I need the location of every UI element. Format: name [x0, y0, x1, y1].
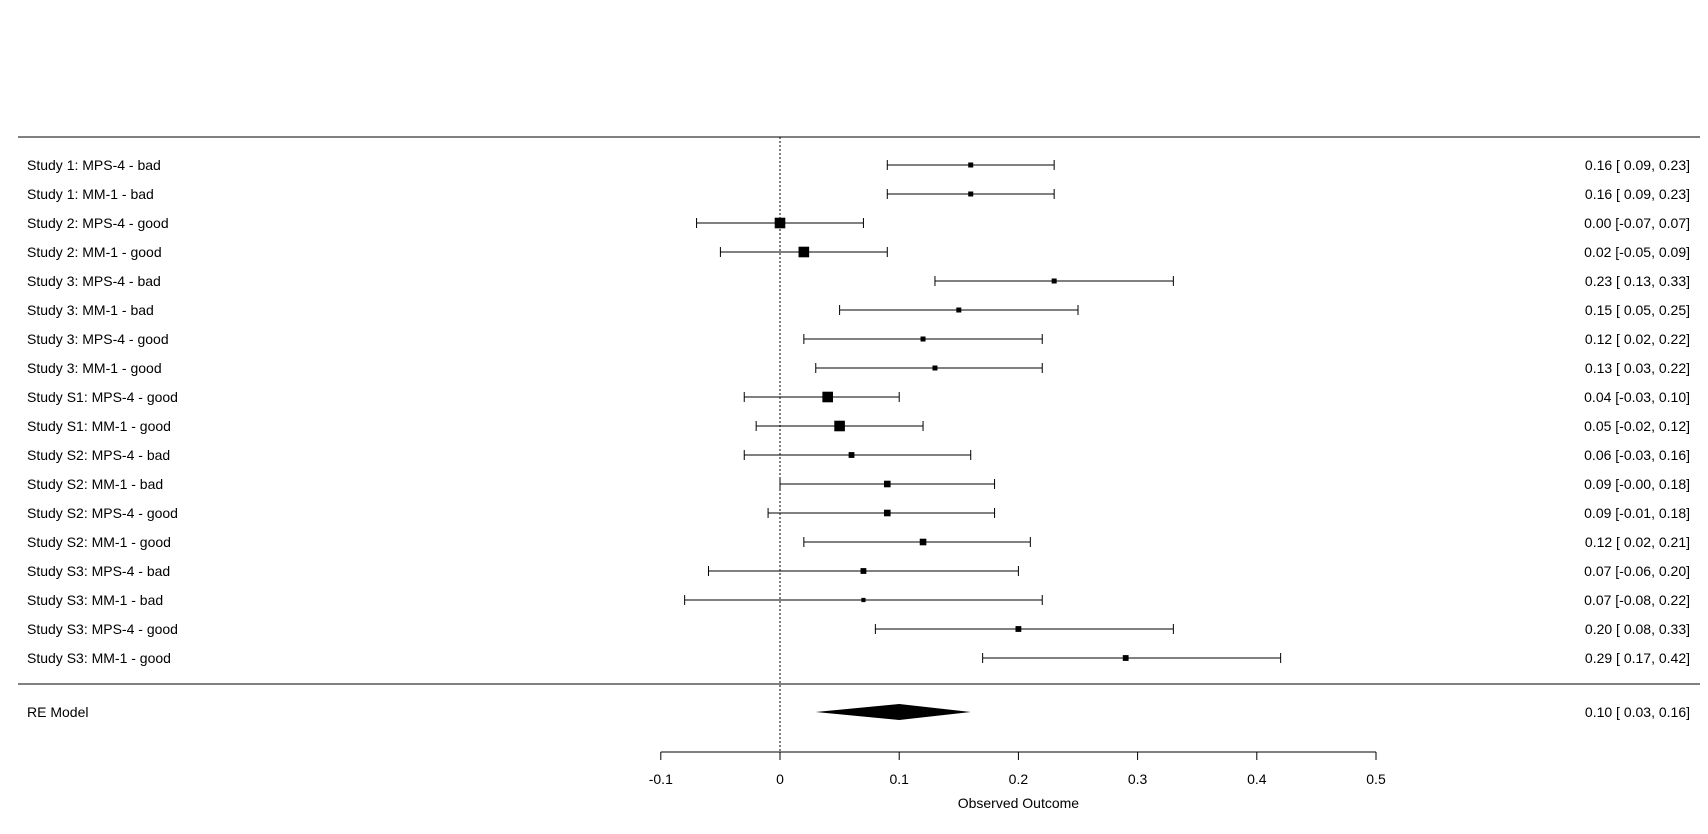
study-label: Study S2: MM-1 - bad	[27, 476, 163, 492]
study-label: Study 3: MM-1 - bad	[27, 302, 154, 318]
estimate-text: 0.13 [ 0.03, 0.22]	[1585, 360, 1690, 376]
estimate-point	[1122, 655, 1129, 661]
estimate-text: 0.09 [-0.01, 0.18]	[1584, 505, 1690, 521]
x-axis-label: Observed Outcome	[958, 795, 1080, 811]
estimate-point	[822, 391, 833, 403]
summary-row: RE Model 0.10 [ 0.03, 0.16]	[27, 704, 1690, 720]
study-label: Study S3: MPS-4 - good	[27, 621, 178, 637]
study-label: Study 3: MPS-4 - bad	[27, 273, 161, 289]
study-row: Study 3: MM-1 - bad 0.15 [ 0.05, 0.25]	[27, 302, 1690, 318]
study-row: Study 1: MPS-4 - bad 0.16 [ 0.09, 0.23]	[27, 157, 1690, 173]
x-tick-label: 0.3	[1128, 771, 1148, 787]
study-label: Study S2: MPS-4 - good	[27, 505, 178, 521]
x-tick-label: 0.5	[1366, 771, 1386, 787]
estimate-text: 0.00 [-0.07, 0.07]	[1584, 215, 1690, 231]
study-row: Study S3: MPS-4 - good 0.20 [ 0.08, 0.33]	[27, 621, 1690, 637]
estimate-point	[956, 307, 962, 313]
study-label: Study 2: MM-1 - good	[27, 244, 162, 260]
study-label: Study S3: MM-1 - bad	[27, 592, 163, 608]
estimate-text: 0.12 [ 0.02, 0.22]	[1585, 331, 1690, 347]
estimate-text: 0.02 [-0.05, 0.09]	[1584, 244, 1690, 260]
estimate-text: 0.05 [-0.02, 0.12]	[1584, 418, 1690, 434]
estimate-text: 0.06 [-0.03, 0.16]	[1584, 447, 1690, 463]
estimate-point	[1015, 626, 1022, 632]
study-label: Study S2: MPS-4 - bad	[27, 447, 170, 463]
estimate-text: 0.20 [ 0.08, 0.33]	[1585, 621, 1690, 637]
estimate-text: 0.23 [ 0.13, 0.33]	[1585, 273, 1690, 289]
study-row: Study S3: MM-1 - bad 0.07 [-0.08, 0.22]	[27, 592, 1690, 608]
estimate-point	[883, 480, 891, 488]
estimate-point	[932, 365, 938, 371]
study-row: Study S1: MPS-4 - good 0.04 [-0.03, 0.10]	[27, 389, 1690, 405]
estimate-point	[861, 597, 866, 603]
estimate-point	[834, 420, 845, 432]
estimate-point	[968, 191, 974, 197]
estimate-point	[883, 509, 891, 517]
study-row: Study S2: MPS-4 - good 0.09 [-0.01, 0.18]	[27, 505, 1690, 521]
estimate-point	[1051, 278, 1057, 284]
study-label: Study 3: MM-1 - good	[27, 360, 162, 376]
study-label: Study 1: MM-1 - bad	[27, 186, 154, 202]
estimate-text: 0.29 [ 0.17, 0.42]	[1585, 650, 1690, 666]
estimate-text: 0.16 [ 0.09, 0.23]	[1585, 157, 1690, 173]
x-axis: -0.1 0 0.1 0.2 0.3 0.4 0.5	[649, 751, 1386, 787]
summary-diamond	[815, 704, 971, 720]
estimate-point	[774, 217, 786, 229]
estimate-point	[860, 568, 867, 574]
study-row: Study 3: MM-1 - good 0.13 [ 0.03, 0.22]	[27, 360, 1690, 376]
study-row: Study 3: MPS-4 - bad 0.23 [ 0.13, 0.33]	[27, 273, 1690, 289]
estimate-point	[919, 538, 927, 546]
study-label: Study S1: MM-1 - good	[27, 418, 171, 434]
study-label: Study 3: MPS-4 - good	[27, 331, 169, 347]
study-rows: Study 1: MPS-4 - bad 0.16 [ 0.09, 0.23]St…	[27, 157, 1690, 666]
summary-text: 0.10 [ 0.03, 0.16]	[1585, 704, 1690, 720]
study-row: Study 3: MPS-4 - good 0.12 [ 0.02, 0.22]	[27, 331, 1690, 347]
estimate-point	[968, 162, 974, 168]
summary-label: RE Model	[27, 704, 88, 720]
study-label: Study S3: MM-1 - good	[27, 650, 171, 666]
study-label: Study S3: MPS-4 - bad	[27, 563, 170, 579]
x-tick-label: 0.2	[1009, 771, 1029, 787]
x-tick-label: -0.1	[649, 771, 673, 787]
study-row: Study 2: MPS-4 - good 0.00 [-0.07, 0.07]	[27, 215, 1690, 231]
study-row: Study S2: MPS-4 - bad 0.06 [-0.03, 0.16]	[27, 447, 1690, 463]
estimate-point	[920, 336, 926, 342]
plot-frame	[18, 136, 1700, 752]
estimate-text: 0.07 [-0.08, 0.22]	[1584, 592, 1690, 608]
study-row: Study S3: MPS-4 - bad 0.07 [-0.06, 0.20]	[27, 563, 1690, 579]
estimate-text: 0.04 [-0.03, 0.10]	[1584, 389, 1690, 405]
x-tick-label: 0.4	[1247, 771, 1267, 787]
estimate-point	[848, 452, 855, 458]
x-tick-label: 0	[776, 771, 784, 787]
study-row: Study S2: MM-1 - good 0.12 [ 0.02, 0.21]	[27, 534, 1690, 550]
study-row: Study S1: MM-1 - good 0.05 [-0.02, 0.12]	[27, 418, 1690, 434]
study-label: Study S2: MM-1 - good	[27, 534, 171, 550]
estimate-text: 0.07 [-0.06, 0.20]	[1584, 563, 1690, 579]
estimate-text: 0.15 [ 0.05, 0.25]	[1585, 302, 1690, 318]
estimate-text: 0.09 [-0.00, 0.18]	[1584, 476, 1690, 492]
estimate-text: 0.12 [ 0.02, 0.21]	[1585, 534, 1690, 550]
study-row: Study S3: MM-1 - good 0.29 [ 0.17, 0.42]	[27, 650, 1690, 666]
study-row: Study S2: MM-1 - bad 0.09 [-0.00, 0.18]	[27, 476, 1690, 492]
study-row: Study 1: MM-1 - bad 0.16 [ 0.09, 0.23]	[27, 186, 1690, 202]
study-label: Study 1: MPS-4 - bad	[27, 157, 161, 173]
x-tick-label: 0.1	[889, 771, 909, 787]
estimate-text: 0.16 [ 0.09, 0.23]	[1585, 186, 1690, 202]
study-label: Study S1: MPS-4 - good	[27, 389, 178, 405]
study-row: Study 2: MM-1 - good 0.02 [-0.05, 0.09]	[27, 244, 1690, 260]
study-label: Study 2: MPS-4 - good	[27, 215, 169, 231]
estimate-point	[798, 246, 810, 258]
